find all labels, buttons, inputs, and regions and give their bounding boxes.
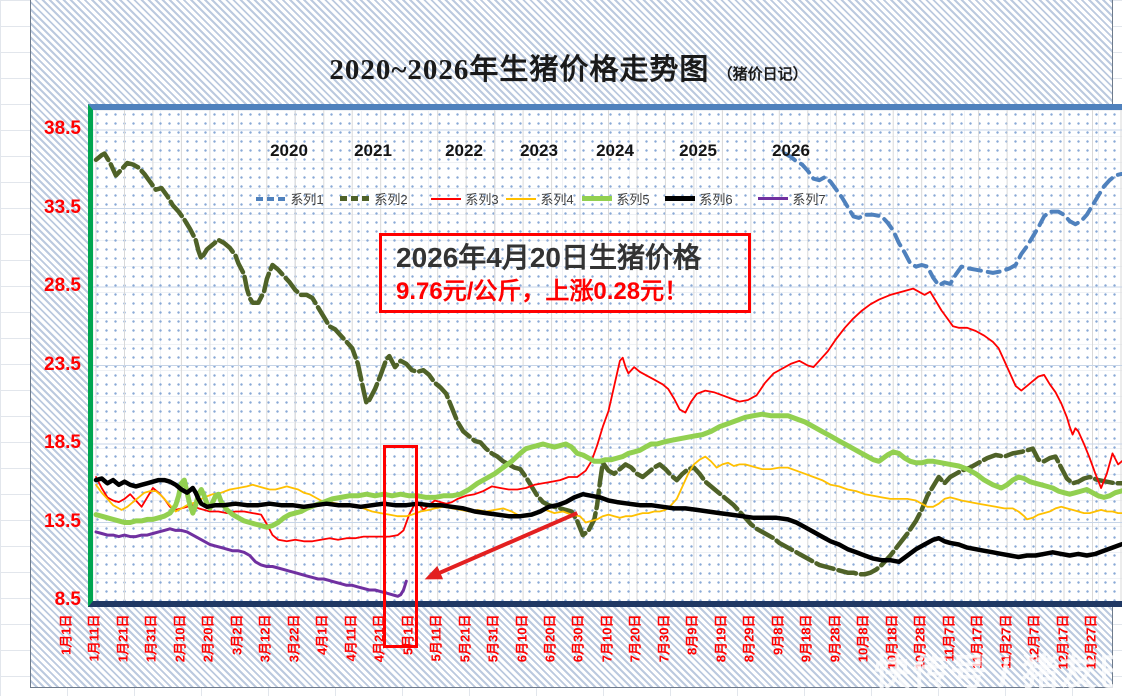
series-line-系列7-2026 (94, 527, 408, 598)
annotation-title: 2026年4月20日生猪价格 (396, 242, 702, 273)
x-tick-label: 8月9日 (684, 614, 700, 655)
legend-year-2023: 2023 (520, 141, 558, 160)
y-tick-label: 28.5 (44, 275, 81, 296)
series-line-系列6-2025 (93, 476, 1122, 565)
legend-label: 系列2 (374, 192, 408, 207)
plot-frame (88, 104, 1122, 607)
legend-label: 系列1 (290, 192, 324, 207)
x-tick-label: 5月11日 (428, 614, 444, 662)
x-tick-label: 1月31日 (143, 614, 159, 663)
legend-swatch-icon (582, 196, 613, 201)
x-tick-label: 1月11日 (86, 614, 102, 662)
legend-swatch-icon (340, 196, 371, 201)
x-tick-label: 3月12日 (257, 614, 273, 663)
legend-swatch-icon (506, 197, 537, 200)
vertical-gridlines (95, 110, 1122, 601)
legend-years-row: 2020 2021 2022 2023 2024 2025 2026 (31, 141, 1114, 163)
legend-label: 系列6 (699, 192, 733, 207)
x-tick-label: 1月1日 (58, 614, 74, 655)
x-tick-label: 9月18日 (798, 614, 814, 663)
highlight-box (383, 445, 418, 648)
legend-label: 系列3 (465, 192, 499, 207)
chart-object[interactable]: 2020~2026年生猪价格走势图 （猪价日记） 2020 2021 2022 202… (30, 0, 1122, 693)
x-tick-label: 7月30日 (656, 614, 672, 663)
x-tick-label: 4月11日 (343, 614, 359, 662)
x-tick-label: 7月20日 (627, 614, 643, 663)
legend-item-系列5: 系列5 (573, 189, 659, 208)
x-tick-label: 2月20日 (200, 614, 216, 663)
x-tick-label: 9月28日 (827, 614, 843, 663)
annotation-box: 2026年4月20日生猪价格 9.76元/公斤，上涨0.28元！ (379, 233, 751, 313)
legend-swatch-icon (431, 197, 462, 200)
annotation-value: 9.76元/公斤，上涨0.28元！ (396, 278, 689, 305)
x-tick-label: 2月10日 (172, 614, 188, 663)
legend-item-系列2: 系列2 (331, 189, 417, 208)
y-tick-label: 18.5 (44, 432, 81, 453)
x-tick-label: 3月22日 (286, 614, 302, 663)
x-tick-label: 10月8日 (855, 614, 871, 663)
legend-series-row: 系列1 系列2 系列3 系列4 系列5 系列6 系列7 (31, 189, 1114, 207)
legend-year-2020: 2020 (270, 141, 308, 160)
legend-swatch-icon (758, 197, 789, 200)
legend-item-系列4: 系列4 (497, 189, 583, 208)
legend-year-2025: 2025 (679, 141, 717, 160)
y-tick-label: 23.5 (44, 353, 81, 375)
legend-item-系列1: 系列1 (247, 189, 333, 208)
plot-area (93, 110, 1122, 601)
chart-canvas (93, 110, 1122, 601)
series-line-系列4-2023 (95, 455, 1122, 524)
watermark: 快传号 / 猪友巴巴 (874, 652, 1122, 693)
legend-year-2026: 2026 (772, 141, 810, 160)
x-tick-label: 4月1日 (314, 614, 330, 655)
x-tick-label: 3月2日 (229, 614, 245, 655)
legend-label: 系列4 (540, 192, 574, 207)
x-tick-label: 9月8日 (770, 614, 786, 655)
x-tick-label: 6月20日 (542, 614, 558, 663)
chart-title-subtext: （猪价日记） (717, 67, 808, 83)
x-tick-label: 8月19日 (713, 614, 729, 663)
series-line-系列5-2024 (93, 411, 1122, 530)
x-tick-label: 6月30日 (570, 614, 586, 663)
legend-year-2024: 2024 (596, 141, 634, 160)
legend-label: 系列7 (792, 192, 826, 207)
y-tick-label: 13.5 (44, 510, 81, 532)
x-tick-label: 7月10日 (599, 614, 615, 663)
y-tick-label: 8.5 (54, 589, 81, 610)
chart-title-text: 2020~2026年生猪价格走势图 (329, 54, 710, 86)
series-line-系列2-2021 (93, 151, 1122, 577)
series-line-系列1-2020 (783, 151, 1122, 288)
x-tick-label: 8月29日 (741, 614, 757, 663)
legend-item-系列6: 系列6 (656, 189, 742, 208)
callout-arrow-icon (424, 511, 578, 580)
legend-swatch-icon (665, 196, 696, 201)
legend-item-系列3: 系列3 (422, 189, 508, 208)
legend-year-2021: 2021 (354, 141, 392, 160)
series-line-系列3-2022 (95, 287, 1122, 543)
legend-label: 系列5 (616, 192, 650, 207)
legend-swatch-icon (256, 196, 287, 201)
x-tick-label: 5月31日 (485, 614, 501, 663)
y-tick-label: 33.5 (44, 196, 81, 218)
y-tick-label: 38.5 (44, 118, 81, 139)
legend-year-2022: 2022 (445, 141, 483, 160)
x-tick-label: 5月21日 (457, 614, 473, 663)
legend-item-系列7: 系列7 (749, 189, 835, 208)
page-title: 2020~2026年生猪价格走势图 （猪价日记） (31, 46, 1106, 88)
x-tick-label: 1月21日 (115, 614, 131, 663)
x-tick-label: 6月10日 (514, 614, 530, 663)
